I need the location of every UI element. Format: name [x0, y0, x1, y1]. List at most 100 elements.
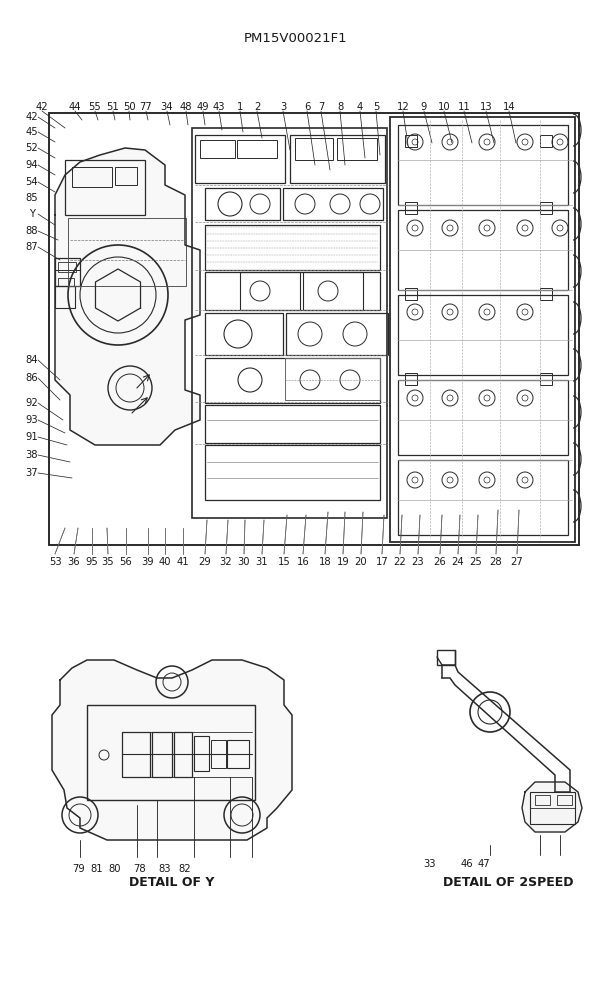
Text: 87: 87 — [25, 242, 38, 252]
Text: 80: 80 — [109, 864, 121, 874]
Bar — [49, 113, 579, 545]
Bar — [286, 313, 388, 355]
Bar — [205, 405, 380, 443]
Text: 43: 43 — [213, 102, 225, 112]
Text: 11: 11 — [458, 102, 471, 112]
Bar — [205, 445, 380, 500]
Text: 22: 22 — [394, 557, 406, 567]
Polygon shape — [52, 660, 292, 840]
Text: 7: 7 — [318, 102, 324, 112]
Text: 36: 36 — [67, 557, 81, 567]
Bar — [205, 272, 380, 310]
Bar — [398, 295, 568, 375]
Text: DETAIL OF 2SPEED: DETAIL OF 2SPEED — [443, 876, 573, 888]
Bar — [58, 278, 74, 286]
Bar — [211, 740, 226, 768]
Text: 34: 34 — [161, 102, 173, 112]
Bar — [283, 188, 383, 220]
Text: 78: 78 — [134, 864, 146, 874]
Text: 26: 26 — [433, 557, 446, 567]
Text: 19: 19 — [337, 557, 349, 567]
Bar — [55, 286, 75, 308]
Text: 86: 86 — [25, 373, 38, 383]
Text: 56: 56 — [120, 557, 133, 567]
Bar — [557, 795, 572, 805]
Bar — [122, 732, 150, 777]
Text: 8: 8 — [337, 102, 343, 112]
Text: 23: 23 — [411, 557, 424, 567]
Text: 4: 4 — [357, 102, 363, 112]
Text: 20: 20 — [355, 557, 367, 567]
Text: 18: 18 — [318, 557, 332, 567]
Text: PM15V00021F1: PM15V00021F1 — [244, 31, 348, 44]
Bar — [405, 373, 417, 385]
Bar — [227, 740, 249, 768]
Text: 39: 39 — [141, 557, 155, 567]
Text: 95: 95 — [86, 557, 98, 567]
Text: 37: 37 — [25, 468, 38, 478]
Bar — [398, 125, 568, 205]
Bar — [390, 117, 575, 542]
Bar — [290, 135, 385, 183]
Text: 3: 3 — [280, 102, 286, 112]
Text: 81: 81 — [91, 864, 104, 874]
Text: 9: 9 — [421, 102, 427, 112]
Bar — [405, 135, 417, 147]
Text: 29: 29 — [199, 557, 211, 567]
Text: 2: 2 — [254, 102, 260, 112]
Text: 42: 42 — [36, 102, 49, 112]
Bar — [398, 460, 568, 535]
Bar — [240, 272, 300, 310]
Text: 1: 1 — [237, 102, 243, 112]
Polygon shape — [522, 782, 582, 832]
Bar — [205, 225, 380, 270]
Text: 32: 32 — [220, 557, 232, 567]
Bar — [540, 373, 552, 385]
Text: 15: 15 — [278, 557, 290, 567]
Bar — [87, 705, 255, 800]
Text: 31: 31 — [256, 557, 268, 567]
Bar — [303, 272, 363, 310]
Text: 25: 25 — [469, 557, 482, 567]
Bar — [437, 650, 455, 665]
Bar — [55, 258, 80, 286]
Bar — [152, 732, 172, 777]
Text: 41: 41 — [176, 557, 189, 567]
Text: 45: 45 — [25, 127, 38, 137]
Text: 24: 24 — [452, 557, 464, 567]
Text: 49: 49 — [197, 102, 210, 112]
Text: 44: 44 — [69, 102, 81, 112]
Polygon shape — [55, 148, 200, 445]
Text: 13: 13 — [480, 102, 493, 112]
Bar — [405, 202, 417, 214]
Bar — [65, 160, 145, 215]
Bar — [205, 358, 380, 403]
Text: Y: Y — [29, 209, 35, 219]
Text: 47: 47 — [478, 859, 490, 869]
Text: 35: 35 — [102, 557, 114, 567]
Bar — [200, 140, 235, 158]
Text: 85: 85 — [25, 193, 38, 203]
Text: 14: 14 — [503, 102, 515, 112]
Text: 42: 42 — [25, 112, 38, 122]
Text: 33: 33 — [424, 859, 436, 869]
Bar — [68, 218, 186, 286]
Text: 6: 6 — [304, 102, 310, 112]
Text: 83: 83 — [159, 864, 171, 874]
Text: 40: 40 — [159, 557, 171, 567]
Text: DETAIL OF Y: DETAIL OF Y — [129, 876, 215, 888]
Bar — [405, 288, 417, 300]
Bar — [115, 167, 137, 185]
Bar — [337, 138, 377, 160]
Bar — [285, 358, 380, 400]
Text: 46: 46 — [461, 859, 474, 869]
Text: 27: 27 — [511, 557, 523, 567]
Text: 12: 12 — [397, 102, 410, 112]
Bar — [540, 288, 552, 300]
Text: 93: 93 — [25, 415, 38, 425]
Text: 51: 51 — [107, 102, 120, 112]
Bar — [295, 138, 333, 160]
Bar — [540, 135, 552, 147]
Bar — [398, 380, 568, 455]
Bar — [192, 128, 387, 518]
